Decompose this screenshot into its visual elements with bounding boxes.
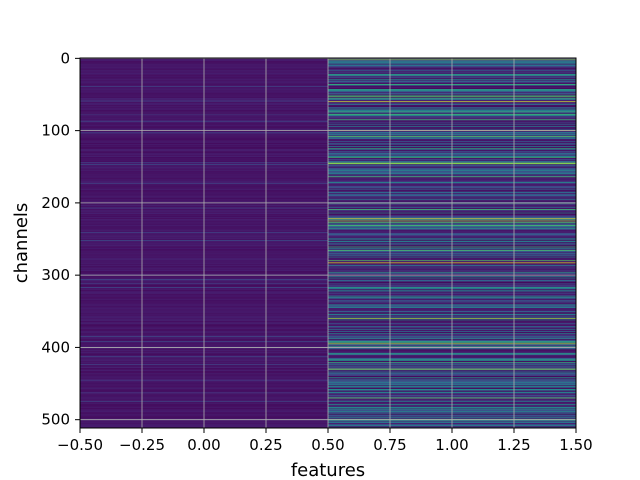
y-tick-label: 500	[41, 411, 70, 429]
x-tick-label: 1.25	[497, 436, 530, 454]
y-tick-label: 100	[41, 122, 70, 140]
x-tick-label: 0.25	[249, 436, 282, 454]
x-tick-label: 0.75	[373, 436, 406, 454]
y-axis-label: channels	[11, 203, 32, 284]
x-axis-label: features	[291, 460, 365, 480]
x-tick-label: 0.50	[311, 436, 344, 454]
x-axis-ticks: −0.50 −0.25 0.00 0.25 0.50 0.75 1.00 1.25 1.50	[57, 428, 593, 454]
y-tick-label: 400	[41, 338, 70, 356]
x-tick-label: 1.00	[435, 436, 468, 454]
x-tick-label: 0.00	[187, 436, 220, 454]
x-tick-label: 1.50	[559, 436, 592, 454]
y-axis-ticks: 0 100 200 300 400 500	[41, 49, 80, 429]
x-tick-label: −0.50	[57, 436, 103, 454]
x-tick-label: −0.25	[119, 436, 165, 454]
y-tick-label: 300	[41, 266, 70, 284]
y-tick-label: 200	[41, 194, 70, 212]
y-tick-label: 0	[60, 49, 70, 67]
